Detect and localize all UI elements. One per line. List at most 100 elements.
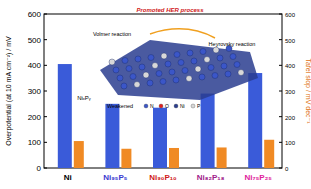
x-tick-label: Ni₈₂P₁₈	[197, 173, 225, 182]
atom	[213, 47, 219, 53]
y-axis-label: Overpotential (at 10 mA cm⁻²) / mV	[5, 36, 13, 146]
atom	[225, 71, 231, 77]
atom	[191, 58, 197, 64]
bar	[264, 140, 274, 168]
atom	[187, 50, 193, 56]
y2-tick	[279, 14, 282, 15]
x-tick-label: Ni₉₅P₅	[103, 173, 128, 182]
y2-tick	[279, 91, 282, 92]
y2-tick	[279, 142, 282, 143]
y-tick-label: 500	[28, 36, 42, 45]
atom	[199, 74, 205, 80]
atom	[139, 64, 145, 70]
atom	[238, 70, 244, 76]
x-tick-label: Ni₇₅P₂₅	[244, 173, 272, 182]
atom	[204, 57, 210, 63]
bar	[217, 147, 227, 168]
y-tick	[44, 65, 47, 66]
annotation: Weakened	[107, 103, 133, 109]
atom	[148, 55, 154, 61]
annotation: N	[150, 103, 154, 109]
atom	[147, 80, 153, 86]
y-tick-label: 400	[28, 61, 42, 70]
annotation: Volmer reaction	[93, 31, 131, 37]
y-tick	[44, 168, 47, 169]
atom	[126, 66, 132, 72]
atom	[217, 55, 223, 61]
x-tick-label: Ni₉₀P₁₀	[149, 173, 177, 182]
atom	[230, 54, 236, 60]
atom	[212, 73, 218, 79]
legend-dot	[174, 104, 178, 108]
y2-tick-label: 500	[285, 38, 296, 44]
atom	[178, 60, 184, 66]
atom	[143, 72, 149, 78]
bar	[169, 148, 179, 168]
y2-tick-label: 400	[285, 63, 296, 69]
annotation: P	[197, 103, 201, 109]
atom	[135, 56, 141, 62]
y2-tick-label: 100	[285, 140, 296, 146]
atom	[165, 61, 171, 67]
atom	[122, 58, 128, 64]
y-tick	[44, 14, 47, 15]
y2-tick	[279, 116, 282, 117]
y2-tick-label: 0	[285, 166, 289, 172]
frame	[44, 14, 282, 168]
bar	[74, 141, 84, 168]
y-tick-label: 200	[28, 113, 42, 122]
bar	[58, 64, 72, 168]
y-tick-label: 300	[28, 87, 42, 96]
bar	[201, 94, 215, 168]
atom	[130, 74, 136, 80]
annotation: Ni	[180, 103, 185, 109]
legend-dot	[159, 104, 163, 108]
atom	[200, 49, 206, 55]
y-tick-label: 600	[28, 10, 42, 19]
legend-dot	[191, 104, 195, 108]
atom	[156, 71, 162, 77]
y-tick-label: 0	[37, 164, 42, 173]
atom	[234, 62, 240, 68]
arrow	[150, 29, 215, 38]
legend-dot	[144, 104, 148, 108]
y2-tick-label: 200	[285, 115, 296, 121]
y2-tick	[279, 39, 282, 40]
annotation: NiₓPᵧ	[77, 95, 91, 101]
x-tick-label: Ni	[64, 173, 72, 182]
y-tick	[44, 116, 47, 117]
y-tick-label: 100	[28, 138, 42, 147]
y2-tick-label: 600	[285, 12, 296, 18]
catalyst-surface	[100, 40, 258, 100]
inset	[100, 29, 258, 100]
atom	[161, 53, 167, 59]
atom	[208, 65, 214, 71]
atom	[109, 59, 115, 65]
y2-axis-label: Tafel slop / mV dec⁻¹	[304, 58, 311, 124]
atom	[186, 76, 192, 82]
atom	[160, 79, 166, 85]
bar	[153, 108, 167, 168]
bar	[105, 104, 119, 168]
y2-tick	[279, 65, 282, 66]
atom	[221, 63, 227, 69]
y-tick	[44, 142, 47, 143]
annotation: Heyrovsky reaction	[209, 41, 256, 47]
annotation: Promoted HER process	[136, 7, 204, 13]
atom	[169, 69, 175, 75]
bar	[248, 73, 262, 168]
bar	[121, 149, 131, 168]
y2-tick	[279, 168, 282, 169]
atom	[121, 83, 127, 89]
chart: 01002003004005006000100200300400500600Ov…	[0, 0, 311, 189]
atom	[134, 82, 140, 88]
atom	[113, 67, 119, 73]
atom	[195, 66, 201, 72]
atom	[173, 77, 179, 83]
atom	[182, 68, 188, 74]
atom	[174, 52, 180, 58]
y-tick	[44, 91, 47, 92]
atom	[152, 63, 158, 69]
atom	[117, 75, 123, 81]
annotation: O	[165, 103, 169, 109]
